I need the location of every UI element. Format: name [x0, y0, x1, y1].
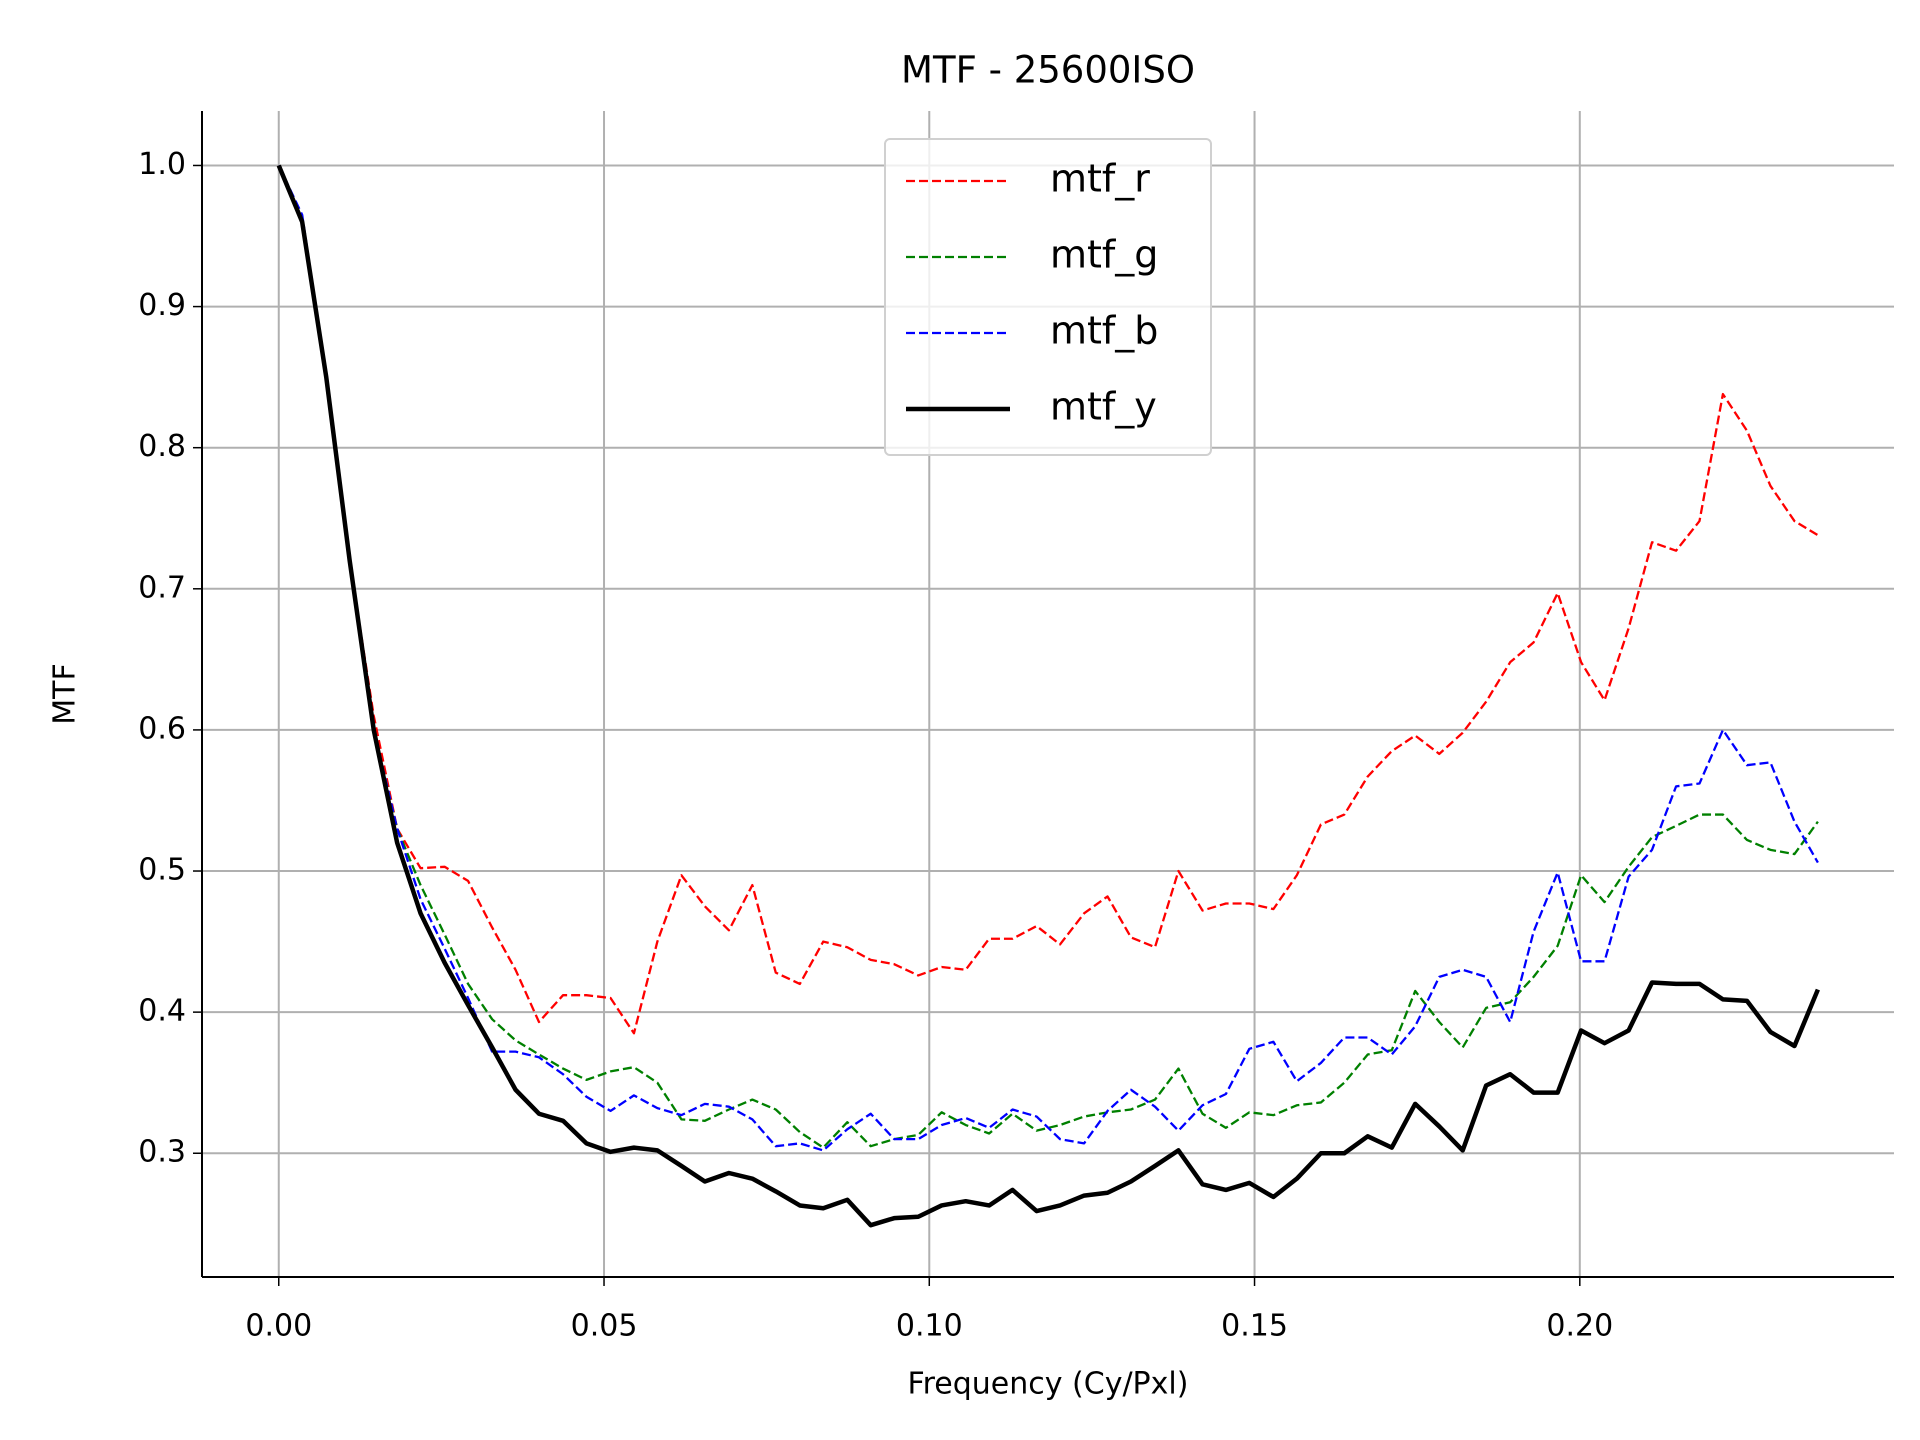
legend-label: mtf_b [1050, 309, 1158, 353]
x-tick-label: 0.20 [1546, 1309, 1613, 1344]
x-tick-label: 0.05 [571, 1309, 638, 1344]
y-tick-label: 0.3 [138, 1135, 186, 1170]
series-line [277, 164, 1819, 1152]
legend-label: mtf_g [1050, 233, 1158, 277]
x-tick-label: 0.10 [896, 1309, 963, 1344]
x-axis-label: Frequency (Cy/Pxl) [908, 1367, 1189, 1402]
y-tick-label: 0.7 [138, 570, 186, 605]
y-tick-label: 0.9 [138, 288, 186, 323]
x-tick-label: 0.00 [245, 1309, 312, 1344]
y-tick-label: 0.4 [138, 994, 186, 1029]
chart-title: MTF - 25600ISO [901, 49, 1195, 92]
y-tick-label: 0.6 [138, 711, 186, 746]
legend-box [884, 138, 1212, 456]
y-tick-label: 1.0 [138, 147, 186, 182]
legend-label: mtf_y [1050, 385, 1157, 429]
y-tick-label: 0.8 [138, 429, 186, 464]
y-axis-label: MTF [48, 663, 83, 724]
series-line [277, 165, 1819, 1149]
legend-label: mtf_r [1050, 157, 1150, 201]
x-tick-label: 0.15 [1221, 1309, 1288, 1344]
series-line [276, 164, 1820, 1228]
y-tick-label: 0.5 [138, 853, 186, 888]
